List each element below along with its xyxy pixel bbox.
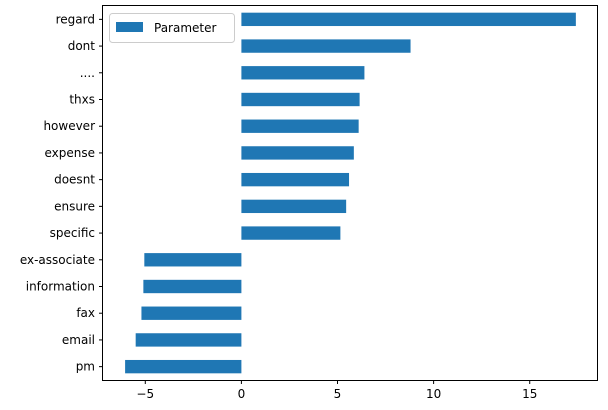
bar-thxs (241, 92, 360, 107)
y-tick-label: expense (44, 146, 95, 160)
y-tick-label: dont (68, 39, 96, 53)
legend: Parameter (109, 13, 235, 43)
x-tick-label: 5 (334, 387, 342, 401)
y-tick-label: information (26, 280, 95, 294)
y-tick-label: .... (80, 66, 95, 80)
bar-pm (125, 359, 242, 374)
y-tick-label: ex-associate (20, 253, 95, 267)
y-tick-label: doesnt (54, 173, 95, 187)
bar-fax (141, 306, 242, 320)
x-tick-label: 15 (522, 387, 537, 401)
bar-regard (241, 12, 576, 27)
legend-box (109, 13, 235, 43)
y-tick-label: specific (50, 226, 95, 240)
bar- (241, 66, 365, 80)
legend-label: Parameter (154, 21, 216, 35)
bar-however (241, 119, 359, 133)
bar-doesnt (241, 172, 350, 187)
bar-ensure (241, 199, 347, 214)
legend-swatch (116, 22, 143, 32)
y-tick-label: however (43, 119, 95, 133)
x-tick-label: 10 (426, 387, 441, 401)
bar-information (143, 279, 242, 294)
y-tick-label: fax (76, 306, 95, 320)
bars-group (125, 12, 576, 374)
x-tick-label: −5 (136, 387, 154, 401)
bar-dont (241, 39, 411, 53)
y-axis-ticks: regard dont.... thxs however expense doesnt en… (20, 12, 103, 374)
y-tick-label: regard (56, 12, 95, 26)
y-tick-label: pm (76, 360, 95, 374)
y-tick-label: ensure (54, 199, 95, 213)
plot-frame (102, 5, 598, 381)
x-axis-ticks: −5 0 5 10 15 (136, 380, 537, 401)
x-tick-label: 0 (238, 387, 246, 401)
y-tick-label: thxs (69, 93, 95, 107)
y-tick-label: email (62, 333, 95, 347)
bar-email (135, 333, 242, 347)
bar-ex-associate (144, 253, 242, 267)
bar-specific (241, 226, 341, 240)
bar-expense (241, 146, 354, 160)
